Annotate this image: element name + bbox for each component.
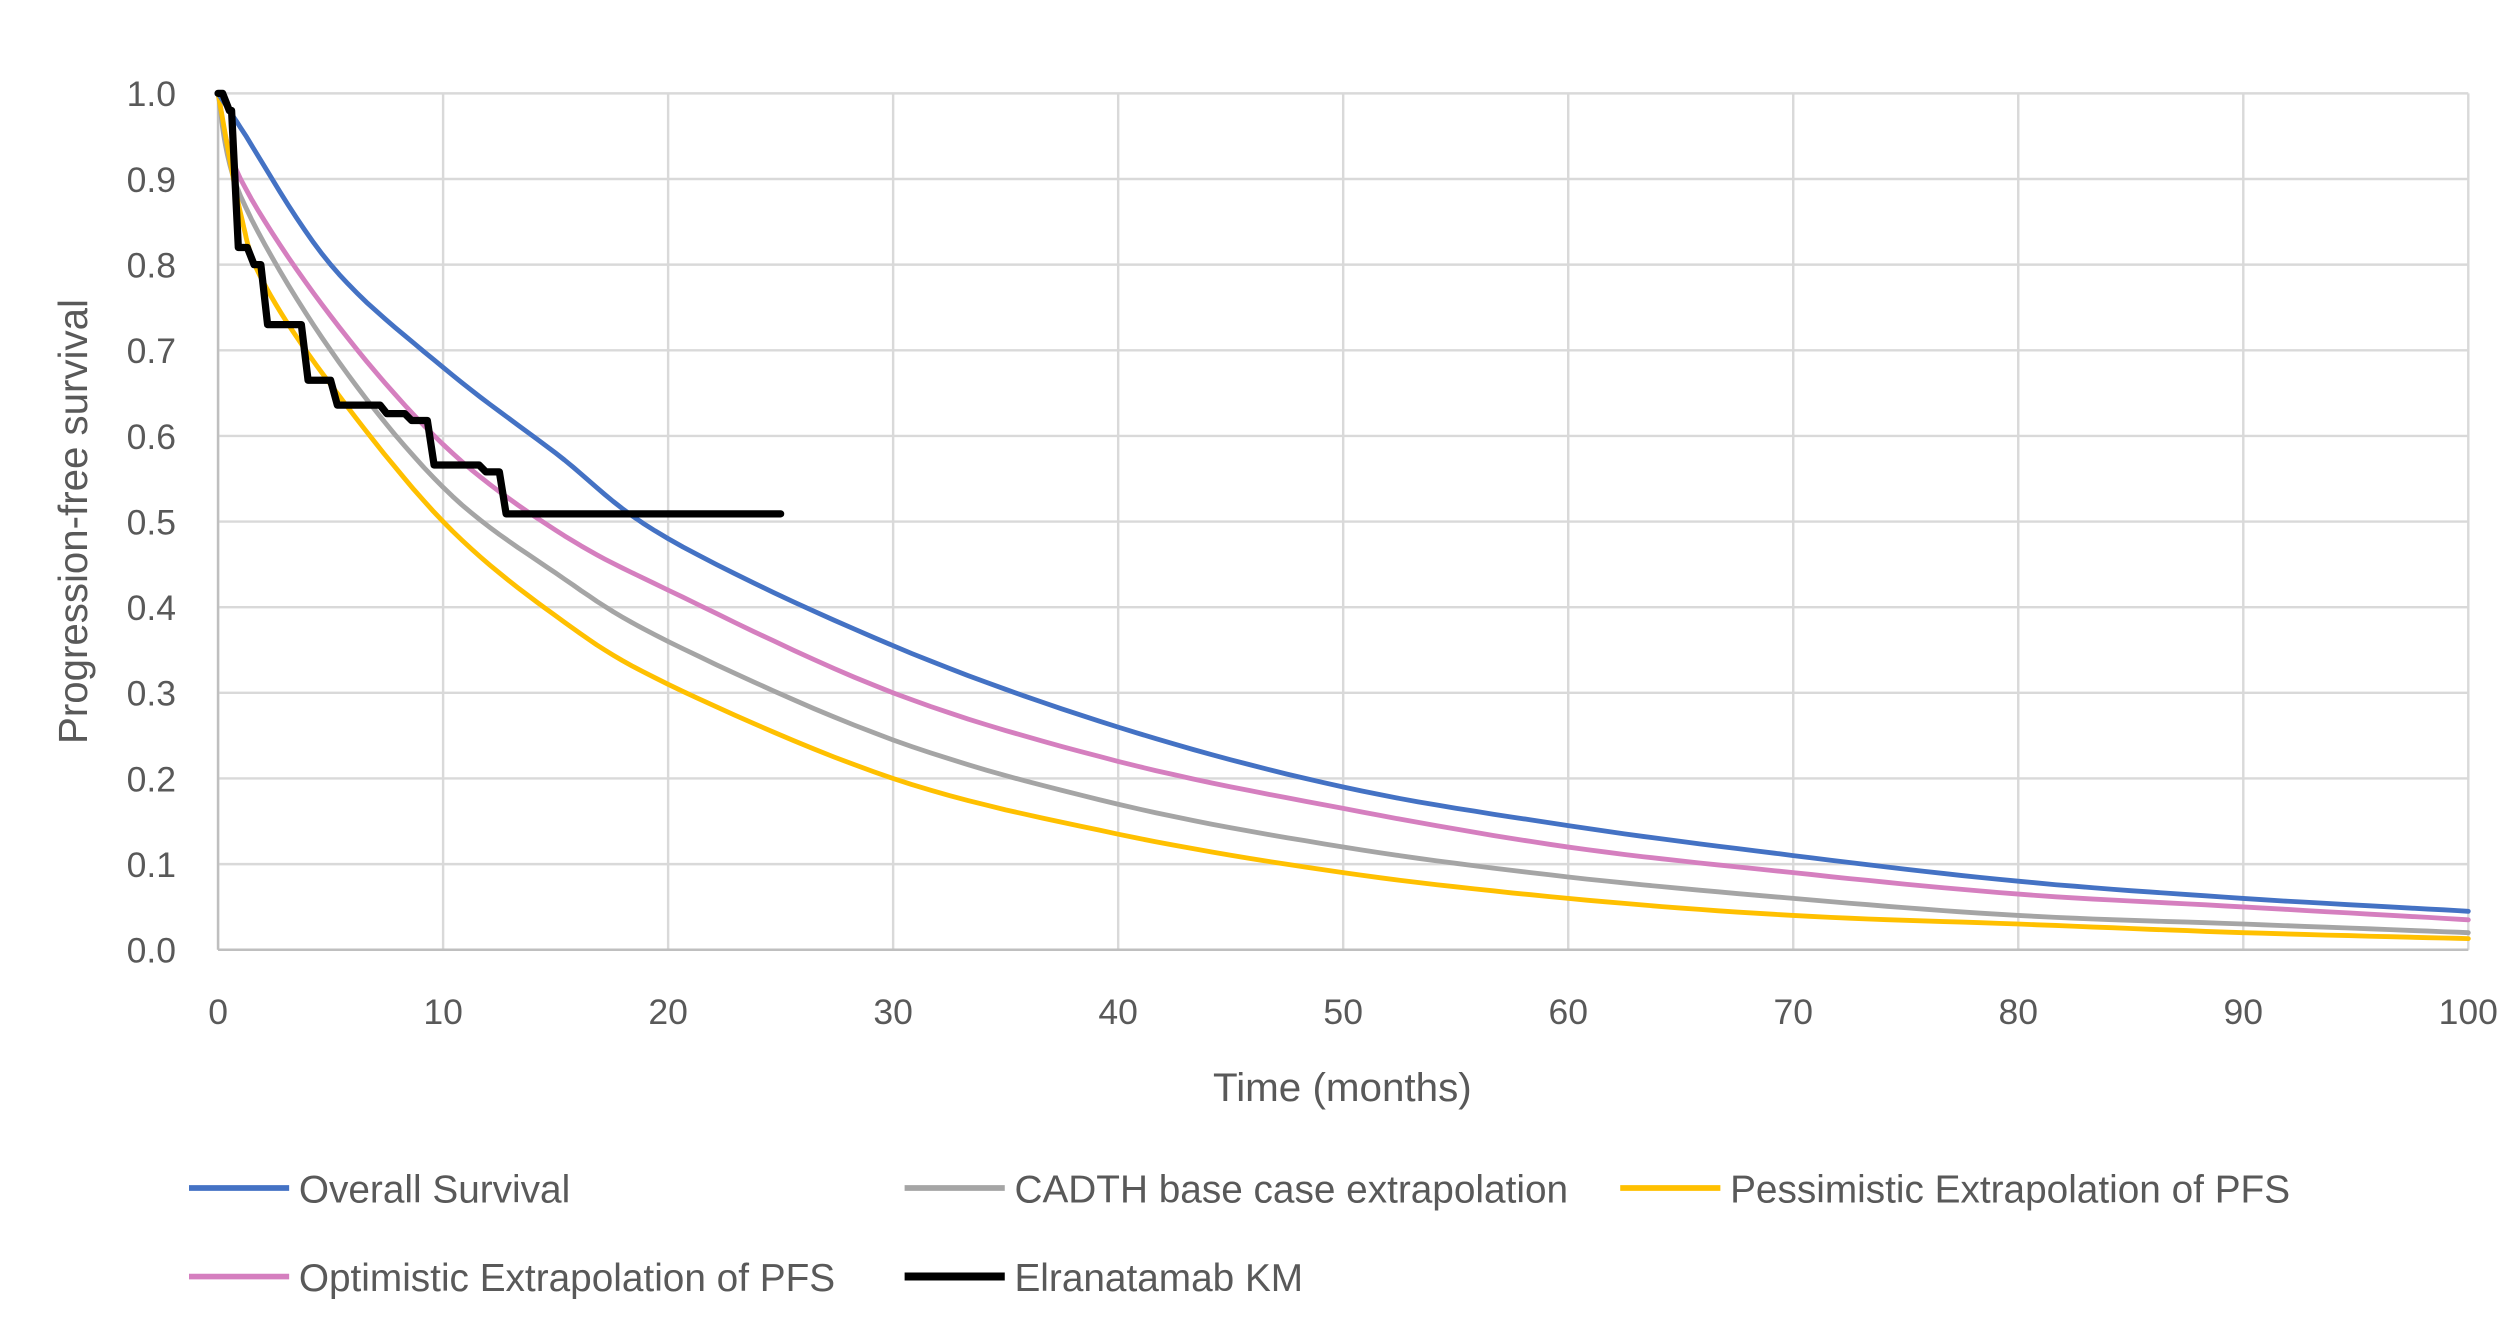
- x-tick-label: 30: [873, 992, 913, 1032]
- x-tick-label: 20: [648, 992, 688, 1032]
- x-tick-label: 50: [1323, 992, 1363, 1032]
- y-tick-label: 0.4: [127, 588, 176, 628]
- legend-label: Pessimistic Extrapolation of PFS: [1730, 1169, 2290, 1212]
- legend-item: CADTH base case extrapolation: [904, 1169, 1568, 1212]
- legend-item: Elranatamab KM: [904, 1257, 1303, 1300]
- legend-label: Optimistic Extrapolation of PFS: [299, 1257, 835, 1300]
- y-tick-label: 0.8: [127, 246, 176, 286]
- legend-item: Pessimistic Extrapolation of PFS: [1620, 1169, 2290, 1212]
- legend: Overall Survival CADTH base case extrapol…: [189, 1169, 2290, 1300]
- legend-item: Overall Survival: [189, 1169, 570, 1212]
- legend-label: Elranatamab KM: [1014, 1257, 1303, 1300]
- x-tick-label: 90: [2224, 992, 2264, 1032]
- x-tick-label: 60: [1548, 992, 1588, 1032]
- x-tick-label: 100: [2439, 992, 2498, 1032]
- x-tick-labels: 0 10 20 30 40 50 60 70 80 90 100: [208, 992, 2498, 1032]
- grid: [216, 92, 2470, 951]
- y-tick-label: 0.7: [127, 331, 176, 371]
- y-tick-label: 0.3: [127, 674, 176, 714]
- y-axis-label: Progression-free survival: [51, 299, 96, 744]
- legend-label: Overall Survival: [299, 1169, 570, 1212]
- legend-label: CADTH base case extrapolation: [1014, 1169, 1568, 1212]
- series-line-2: [215, 90, 2471, 942]
- series-line-4: [214, 89, 785, 518]
- y-tick-label: 1.0: [127, 74, 176, 114]
- x-tick-label: 0: [208, 992, 228, 1032]
- y-tick-label: 0.0: [127, 931, 176, 971]
- y-tick-labels: 0.0 0.1 0.2 0.3 0.4 0.5 0.6 0.7 0.8 0.9 1.0: [127, 74, 176, 970]
- series-line-3: [215, 90, 2471, 923]
- series-line-0: [215, 90, 2471, 914]
- x-tick-label: 40: [1098, 992, 1138, 1032]
- y-tick-label: 0.1: [127, 845, 176, 885]
- y-tick-label: 0.9: [127, 160, 176, 200]
- series-lines: [214, 89, 2471, 942]
- x-tick-label: 10: [423, 992, 463, 1032]
- y-tick-label: 0.2: [127, 759, 176, 799]
- series-line-1: [215, 90, 2471, 936]
- y-tick-label: 0.5: [127, 502, 176, 542]
- y-tick-label: 0.6: [127, 417, 176, 457]
- x-tick-label: 80: [1999, 992, 2039, 1032]
- legend-item: Optimistic Extrapolation of PFS: [189, 1257, 835, 1300]
- x-axis-label: Time (months): [1213, 1065, 1472, 1110]
- x-tick-label: 70: [1773, 992, 1813, 1032]
